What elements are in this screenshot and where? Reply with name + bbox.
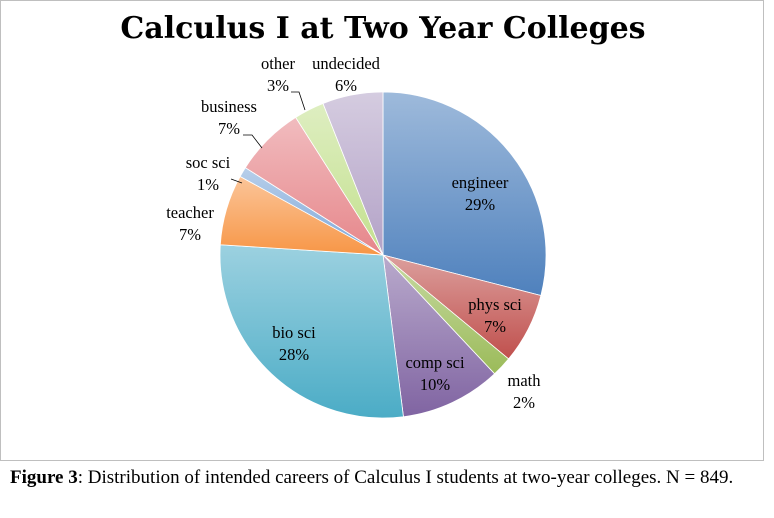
slice-label-business: business 7% [201,97,257,138]
slice-name: bio sci [272,323,316,342]
slice-label-comp-sci: comp sci 10% [405,353,465,394]
leader-line-other [291,91,306,111]
slice-percent: 1% [197,175,219,194]
slice-label-math: math 2% [508,371,542,412]
slice-percent: 10% [420,375,451,394]
chart-title: Calculus I at Two Year Colleges [120,11,645,46]
slice-label-soc-sci: soc sci 1% [186,153,231,194]
caption-text: : Distribution of intended careers of Ca… [77,467,734,488]
figure-label: Figure 3 [10,467,78,488]
slice-label-other: other 3% [261,54,295,95]
slice-percent: 28% [279,345,310,364]
slice-name: math [508,371,542,390]
slice-percent: 2% [513,393,535,412]
slice-percent: 3% [267,76,289,95]
slice-name: engineer [452,173,509,192]
slice-name: undecided [312,54,381,73]
slice-label-undecided: undecided 6% [312,54,381,95]
slice-percent: 7% [179,225,201,244]
figure-caption: Figure 3: Distribution of intended caree… [10,466,750,490]
slice-percent: 7% [218,119,240,138]
pie-slice-undecided [322,91,384,256]
leader-line-business [243,134,263,149]
slice-percent: 29% [465,195,496,214]
slice-name: business [201,97,257,116]
leader-line-soc-sci [230,178,243,184]
slice-label-teacher: teacher 7% [166,203,214,244]
slice-name: soc sci [186,153,231,172]
slice-name: other [261,54,295,73]
slice-label-phys-sci: phys sci 7% [468,295,522,336]
pie-chart: Calculus I at Two Year Colleges engineer… [120,11,646,419]
slice-name: comp sci [405,353,465,372]
slice-label-bio-sci: bio sci 28% [272,323,316,364]
pie-slice-comp-sci [382,253,496,418]
slice-percent: 7% [484,317,506,336]
slice-name: teacher [166,203,214,222]
slice-label-engineer: engineer 29% [452,173,509,214]
slice-name: phys sci [468,295,522,314]
pie-slice-bio-sci [219,244,404,419]
pie-slice-engineer [382,91,547,297]
slice-percent: 6% [335,76,357,95]
